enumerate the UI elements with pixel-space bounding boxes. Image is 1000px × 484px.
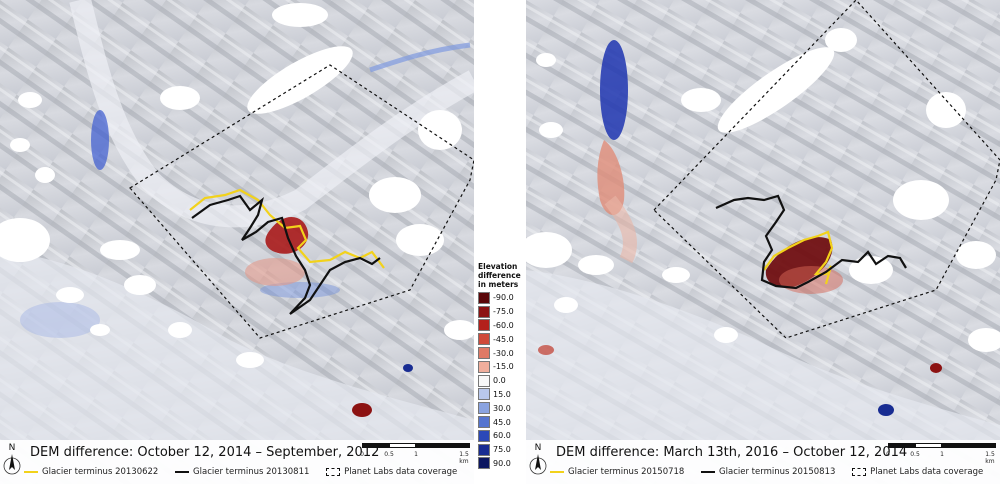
yellow-line-icon — [550, 470, 564, 473]
elevation-loss-streak — [597, 140, 625, 215]
map-legend: Glacier terminus 20130622 Glacier termin… — [24, 467, 471, 477]
colorbar-label: 45.0 — [493, 417, 511, 427]
dem-map-left — [0, 0, 474, 484]
elevation-gain-zone — [600, 40, 628, 140]
valley-floor — [0, 250, 474, 484]
colorbar-swatch — [478, 443, 490, 456]
legend-item-terminus-yellow: Glacier terminus 20130622 — [24, 467, 158, 477]
colorbar-entry: -15.0 — [478, 360, 524, 374]
colorbar-entry: -90.0 — [478, 291, 524, 305]
svg-text:N: N — [535, 443, 542, 453]
colorbar-swatch — [478, 388, 490, 401]
colorbar-swatch — [478, 319, 490, 332]
glacier-terminus-yellow — [189, 188, 385, 269]
legend-item-terminus-yellow: Glacier terminus 20150718 — [550, 467, 684, 477]
colorbar-swatch — [478, 333, 490, 346]
colorbar-entry: 0.0 — [478, 374, 524, 388]
colorbar-label: -45.0 — [493, 334, 514, 344]
scale-label: 0 — [886, 451, 890, 458]
elevation-loss-patch — [352, 403, 372, 417]
colorbar-swatch — [478, 347, 490, 360]
legend-item-terminus-black: Glacier terminus 20150813 — [701, 467, 835, 477]
map-legend: Glacier terminus 20150718 Glacier termin… — [550, 467, 997, 477]
glacier-valley — [69, 0, 474, 228]
legend-item-coverage: Planet Labs data coverage — [326, 467, 457, 477]
dashed-box-icon — [852, 467, 867, 476]
elevation-loss-streak — [604, 195, 637, 264]
black-line-icon — [701, 470, 716, 473]
colorbar-swatch — [478, 374, 490, 387]
black-line-icon — [175, 470, 190, 473]
colorbar-swatch — [478, 416, 490, 429]
no-data-areas — [526, 28, 1000, 352]
scale-label: 0 — [360, 451, 364, 458]
scale-bar: 0 0.5 1 1.5 km — [360, 443, 470, 465]
elevation-gain-patch — [403, 364, 413, 372]
valley-floor — [526, 270, 1000, 484]
colorbar-label: 90.0 — [493, 458, 511, 468]
colorbar-label: 75.0 — [493, 445, 511, 455]
colorbar-swatch — [478, 402, 490, 415]
svg-text:N: N — [9, 443, 16, 453]
map-panel-right: N DEM difference: March 13th, 2016 – Oct… — [526, 0, 1000, 484]
colorbar-label: 15.0 — [493, 389, 511, 399]
scale-bar: 0 0.5 1 1.5 km — [886, 443, 996, 465]
elevation-gain-patch — [20, 302, 100, 338]
colorbar-entry: -45.0 — [478, 332, 524, 346]
yellow-line-icon — [24, 470, 38, 473]
glacier-terminus-black — [191, 194, 381, 315]
elevation-colorbar: Elevation difference in meters -90.0 -75.… — [478, 262, 524, 470]
colorbar-swatch — [478, 291, 490, 304]
colorbar-label: -15.0 — [493, 362, 514, 372]
colorbar-entry: 75.0 — [478, 443, 524, 457]
scale-label: 1.5 km — [459, 451, 469, 465]
colorbar-entry: 15.0 — [478, 388, 524, 402]
legend-item-terminus-black: Glacier terminus 20130811 — [175, 467, 309, 477]
colorbar-entry: 60.0 — [478, 429, 524, 443]
planet-labs-coverage-outline — [129, 64, 474, 339]
legend-item-coverage: Planet Labs data coverage — [852, 467, 983, 477]
map-panel-left: N DEM difference: October 12, 2014 – Sep… — [0, 0, 474, 484]
colorbar-label: -30.0 — [493, 348, 514, 358]
north-arrow-icon: N — [529, 443, 547, 475]
colorbar-label: -75.0 — [493, 307, 514, 317]
colorbar-entry: -75.0 — [478, 305, 524, 319]
colorbar-entry: -30.0 — [478, 346, 524, 360]
scale-label: 1.5 km — [985, 451, 995, 465]
elevation-loss-patch — [538, 345, 554, 355]
panel-title: DEM difference: March 13th, 2016 – Octob… — [556, 445, 908, 460]
elevation-gain-streak — [369, 42, 471, 73]
colorbar-label: 0.0 — [493, 376, 506, 386]
colorbar-label: -60.0 — [493, 320, 514, 330]
elevation-gain-patch — [878, 404, 894, 416]
colorbar-entry: -60.0 — [478, 319, 524, 333]
panel-title: DEM difference: October 12, 2014 – Septe… — [30, 445, 380, 460]
colorbar-swatch — [478, 429, 490, 442]
colorbar-label: -90.0 — [493, 293, 514, 303]
scale-label: 1 — [940, 451, 944, 458]
colorbar-entry: 90.0 — [478, 457, 524, 471]
colorbar-swatch — [478, 305, 490, 318]
no-data-areas — [0, 3, 474, 368]
colorbar-title: Elevation difference in meters — [478, 262, 521, 289]
colorbar-entry: 45.0 — [478, 415, 524, 429]
elevation-gain-patch — [91, 110, 109, 170]
scale-label: 0.5 — [910, 451, 920, 458]
glacier-terminus-black — [715, 194, 907, 290]
colorbar-label: 60.0 — [493, 431, 511, 441]
elevation-loss-zone — [245, 258, 305, 286]
north-arrow-icon: N — [3, 443, 21, 475]
colorbar-swatch — [478, 457, 490, 470]
dem-map-right — [526, 0, 1000, 484]
elevation-loss-patch — [930, 363, 942, 373]
colorbar-label: 30.0 — [493, 403, 511, 413]
scale-label: 0.5 — [384, 451, 394, 458]
colorbar-entry: 30.0 — [478, 401, 524, 415]
scale-label: 1 — [414, 451, 418, 458]
colorbar-swatch — [478, 360, 490, 373]
dashed-box-icon — [326, 467, 341, 476]
